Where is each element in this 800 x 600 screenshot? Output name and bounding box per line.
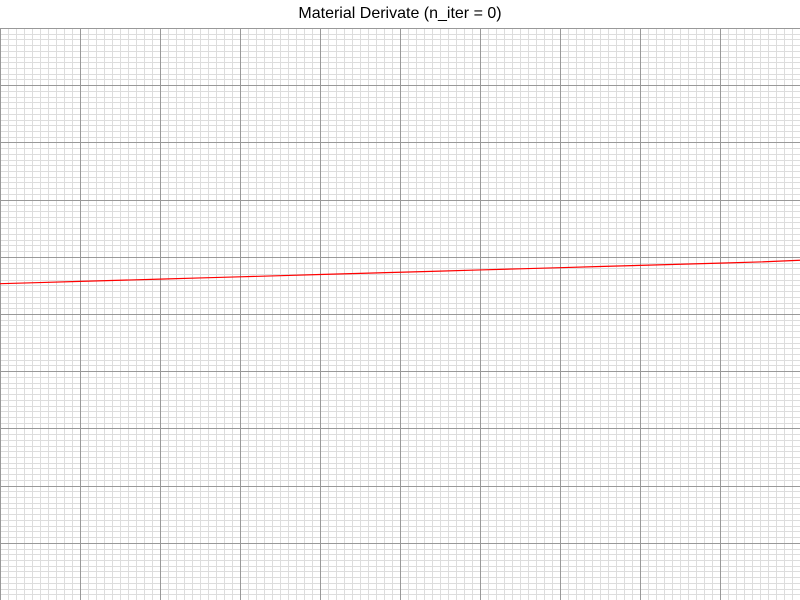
plot-area (0, 28, 800, 600)
series-line-0 (0, 259, 800, 285)
chart-title: Material Derivate (n_iter = 0) (298, 5, 502, 22)
